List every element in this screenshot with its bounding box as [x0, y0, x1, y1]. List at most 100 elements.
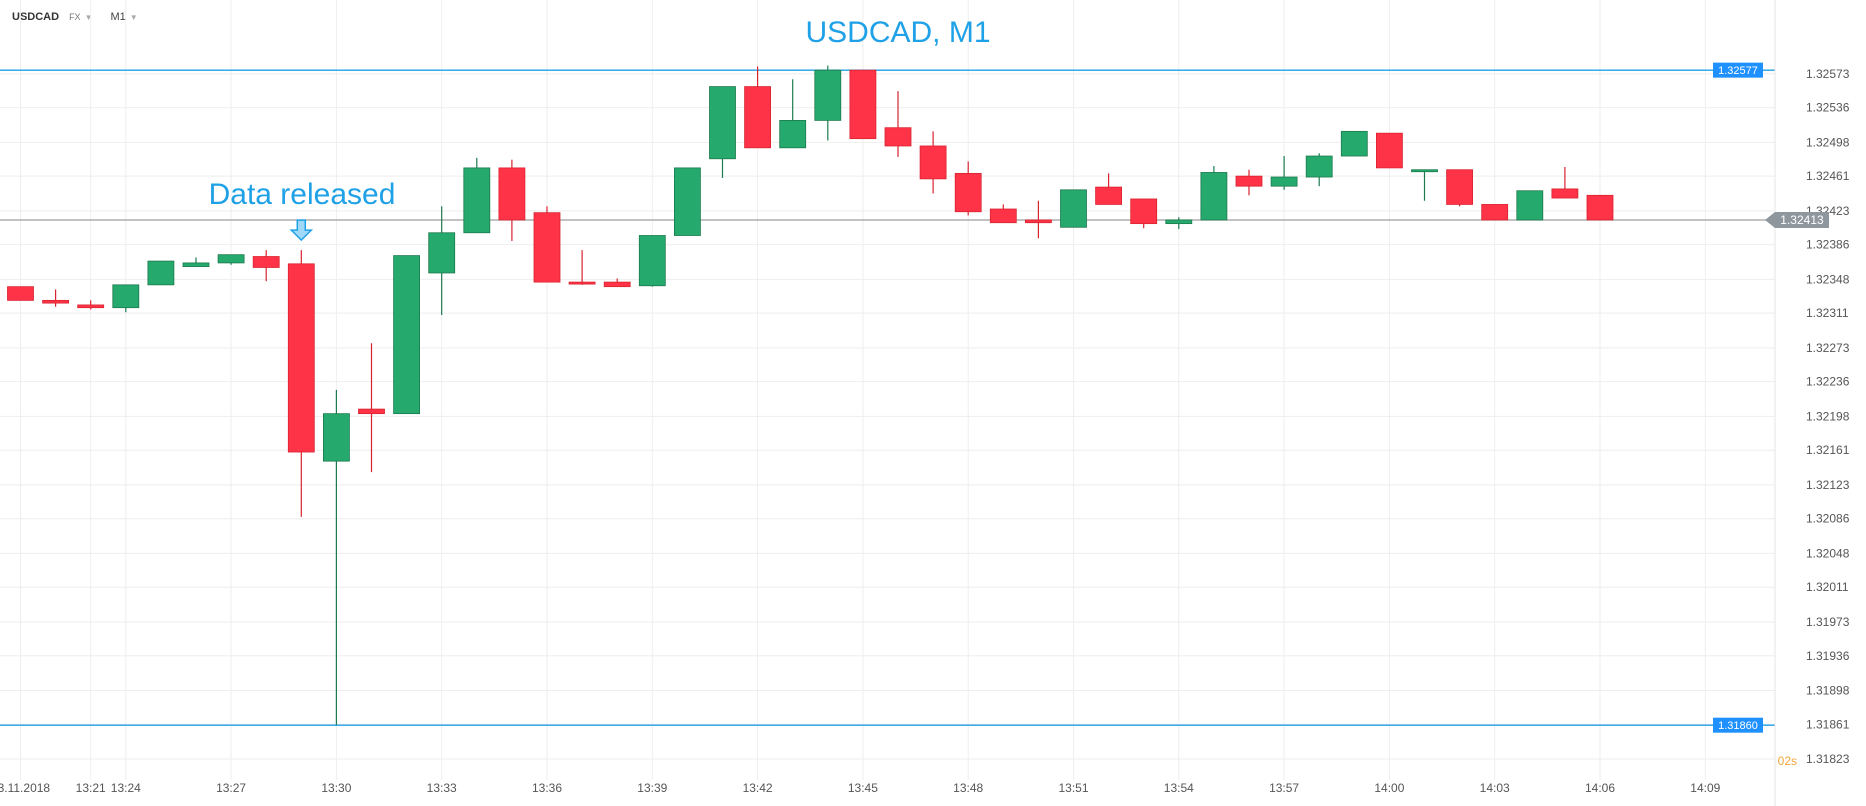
x-tick-label: 13:33	[427, 781, 457, 795]
candle-body	[1130, 198, 1158, 225]
candle-body	[779, 119, 807, 149]
event-arrow-shape	[289, 219, 314, 242]
candle-body	[989, 208, 1017, 224]
timeframe-label[interactable]: M1	[110, 11, 126, 23]
y-tick-label: 1.32011	[1806, 580, 1849, 594]
y-tick-label: 1.32161	[1806, 443, 1850, 457]
y-tick-label: 1.31898	[1806, 683, 1850, 697]
candle	[1376, 132, 1403, 169]
x-tick-label: 13:48	[953, 781, 983, 795]
candle	[919, 131, 947, 194]
candle	[287, 250, 315, 517]
candle	[603, 278, 631, 288]
current-price-badge	[1765, 211, 1829, 228]
candle	[638, 235, 666, 287]
candle	[428, 206, 456, 315]
timeframe-chevron-down-icon[interactable]: ▼	[129, 12, 138, 22]
x-tick-label: 13:57	[1269, 781, 1299, 795]
candle-body	[217, 254, 245, 264]
candle-body	[1411, 169, 1438, 173]
candle	[77, 300, 105, 310]
candle	[182, 257, 210, 267]
x-tick-label: 23.11.2018	[0, 781, 50, 795]
candle-body	[1095, 186, 1122, 205]
candle-body	[1025, 219, 1052, 224]
x-tick-label: 14:00	[1374, 781, 1404, 795]
reference-price-label: 1.31860	[1718, 720, 1758, 732]
reference-price-label: 1.32577	[1718, 65, 1758, 77]
candle-body	[1516, 190, 1544, 221]
market-label[interactable]: FX	[69, 12, 81, 22]
y-axis: 1.325731.325361.324981.324611.324231.323…	[1774, 0, 1850, 806]
candle	[147, 260, 175, 286]
current-price-label: 1.32413	[1780, 213, 1824, 227]
candle	[1130, 198, 1158, 229]
candle	[1270, 156, 1298, 190]
reference-lines	[0, 69, 1775, 726]
candle-body	[1446, 169, 1473, 205]
candle-body	[252, 256, 280, 268]
y-tick-label: 1.32048	[1806, 546, 1850, 560]
candle-body	[1165, 219, 1193, 225]
candle	[463, 157, 491, 234]
y-tick-label: 1.32498	[1806, 135, 1850, 149]
y-tick-label: 1.32236	[1806, 375, 1850, 389]
candle	[217, 254, 245, 265]
candle-body	[77, 304, 105, 309]
candle-body	[603, 281, 631, 288]
candle	[1551, 166, 1579, 199]
event-label: Data released	[209, 178, 396, 211]
candle	[1165, 217, 1193, 230]
candle-body	[1340, 130, 1368, 157]
market-chevron-down-icon[interactable]: ▼	[84, 12, 93, 22]
chart-toolbar: USDCAD FX ▼ M1 ▼	[12, 8, 144, 26]
candle-body	[1270, 176, 1298, 187]
candle	[112, 284, 140, 313]
x-tick-label: 13:45	[848, 781, 878, 795]
x-tick-label: 14:06	[1585, 781, 1615, 795]
candle-body	[638, 235, 666, 287]
candle	[498, 159, 526, 241]
x-tick-label: 14:03	[1480, 781, 1510, 795]
candle	[1305, 153, 1333, 187]
candle	[568, 250, 596, 285]
symbol-label[interactable]: USDCAD	[12, 11, 60, 23]
candle-body	[358, 408, 385, 415]
y-tick-label: 1.31823	[1806, 752, 1850, 766]
candle	[989, 204, 1017, 224]
event-down-arrow-icon	[289, 219, 314, 242]
candle	[1025, 200, 1052, 239]
countdown-timer: 02s	[1778, 754, 1797, 768]
x-tick-label: 13:39	[637, 781, 667, 795]
chart-title: USDCAD, M1	[805, 16, 990, 49]
y-tick-label: 1.32348	[1806, 272, 1850, 286]
candle	[1200, 166, 1228, 221]
candle-body	[709, 86, 736, 160]
candle	[744, 66, 771, 149]
candle-body	[744, 86, 771, 149]
candle	[1446, 169, 1473, 207]
candle	[42, 289, 69, 307]
candle-body	[919, 145, 947, 180]
candle-body	[393, 255, 421, 415]
candle-body	[112, 284, 140, 309]
candle	[884, 91, 912, 157]
candle-body	[1481, 204, 1509, 221]
candle-body	[1551, 188, 1579, 199]
candles	[7, 65, 1614, 726]
candle-body	[884, 127, 912, 147]
candle-body	[147, 260, 175, 286]
candle-body	[1376, 132, 1403, 169]
candle	[1095, 173, 1122, 205]
candle-body	[533, 212, 561, 283]
y-tick-label: 1.31861	[1806, 717, 1850, 731]
candle	[7, 286, 34, 301]
candle-body	[849, 69, 877, 140]
candle	[814, 65, 842, 141]
chart-grid	[0, 0, 1775, 780]
candle-body	[1586, 194, 1614, 221]
candle	[1586, 194, 1614, 221]
candle	[1481, 204, 1509, 221]
candle	[849, 69, 877, 140]
